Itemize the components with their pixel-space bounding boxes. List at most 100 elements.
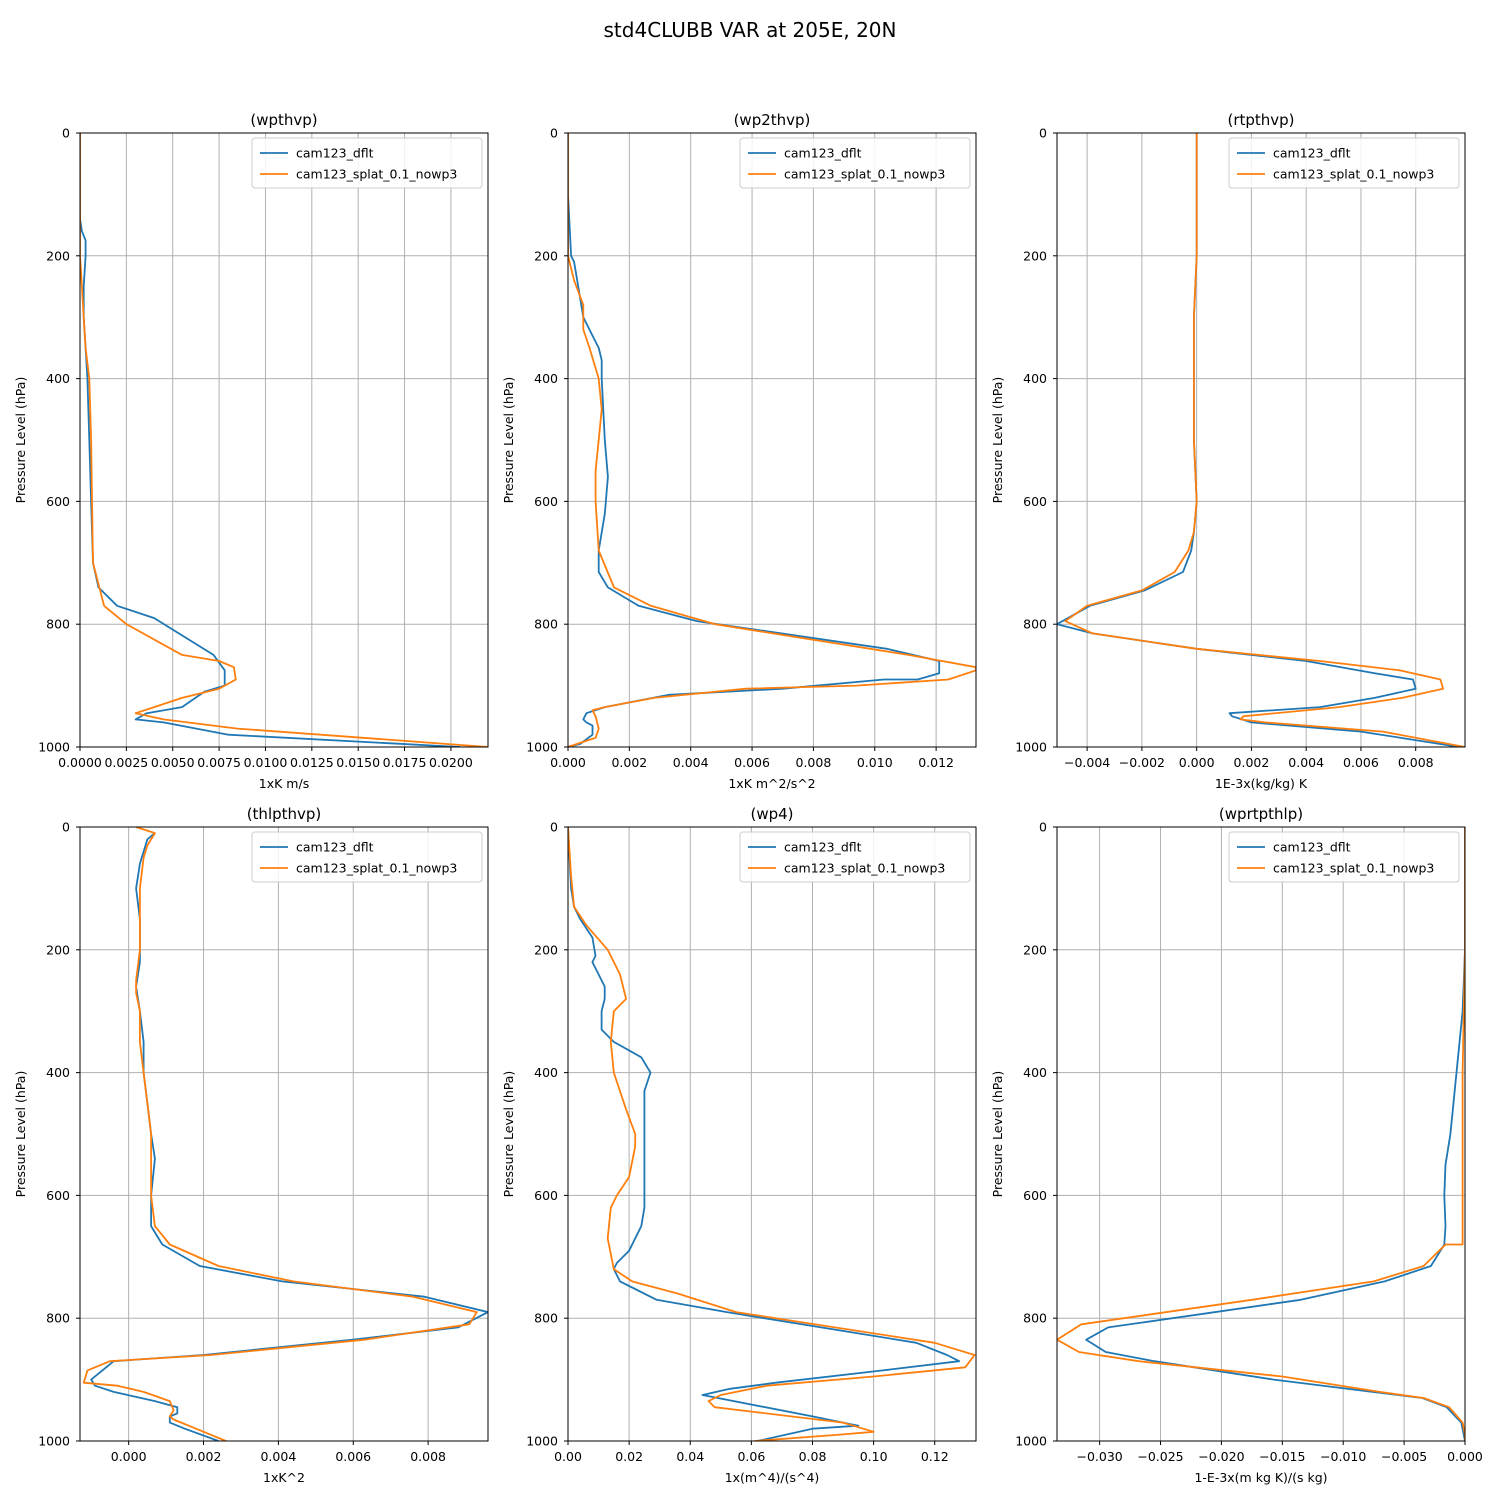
x-tick-label: −0.010 xyxy=(1320,1449,1366,1464)
axes-frame xyxy=(567,826,977,1442)
figure-suptitle: std4CLUBB VAR at 205E, 20N xyxy=(604,18,897,42)
axes-frame xyxy=(567,132,977,748)
series-line-1 xyxy=(568,827,961,1441)
x-axis-label: 1xK^2 xyxy=(263,1470,305,1485)
x-tick-label: 0.012 xyxy=(918,755,954,770)
series-line-2 xyxy=(568,133,976,747)
y-tick-label: 200 xyxy=(534,248,558,263)
x-tick-label: 0.000 xyxy=(550,755,586,770)
legend-label-1: cam123_dflt xyxy=(1273,146,1351,161)
x-tick-label: 0.02 xyxy=(615,1449,643,1464)
legend-label-1: cam123_dflt xyxy=(296,146,374,161)
legend-label-1: cam123_dflt xyxy=(784,840,862,855)
series-line-2 xyxy=(1064,133,1465,747)
y-tick-label: 0 xyxy=(550,820,558,835)
x-axis-label: 1xK m/s xyxy=(259,776,309,791)
y-axis-label: Pressure Level (hPa) xyxy=(990,1071,1005,1198)
x-tick-label: 0.006 xyxy=(335,1449,371,1464)
legend-label-2: cam123_splat_0.1_nowp3 xyxy=(784,861,945,876)
y-tick-label: 200 xyxy=(46,942,70,957)
x-tick-label: 0.006 xyxy=(1343,755,1379,770)
y-axis-label: Pressure Level (hPa) xyxy=(501,1071,516,1198)
legend-box xyxy=(739,831,971,883)
series-line-2 xyxy=(80,133,488,747)
y-tick-label: 200 xyxy=(46,248,70,263)
x-tick-label: 0.008 xyxy=(796,755,832,770)
y-tick-label: 400 xyxy=(46,371,70,386)
y-tick-label: 0 xyxy=(62,820,70,835)
x-tick-label: 0.0075 xyxy=(197,755,241,770)
y-tick-label: 0 xyxy=(550,126,558,141)
x-axis-label: 1E-3x(kg/kg) K xyxy=(1215,776,1308,791)
legend-label-1: cam123_dflt xyxy=(784,146,862,161)
y-tick-label: 400 xyxy=(1023,371,1047,386)
x-tick-label: 0.12 xyxy=(921,1449,949,1464)
x-tick-label: 0.0200 xyxy=(429,755,473,770)
axes-frame xyxy=(1056,826,1466,1442)
chart-panel-1: 0.0000 0.0025 0.0050 0.0075 0.0100 0.0125 0.01… xyxy=(13,111,489,791)
y-tick-label: 1000 xyxy=(1015,740,1047,755)
x-tick-label: 0.004 xyxy=(673,755,709,770)
axes-frame xyxy=(79,826,489,1442)
legend-box xyxy=(251,137,483,189)
y-axis-label: Pressure Level (hPa) xyxy=(13,377,28,504)
x-tick-label: 0.0175 xyxy=(383,755,427,770)
chart-panel-3: −0.004 −0.002 0.000 0.002 0.004 0.006 0.008 0 20… xyxy=(990,111,1466,791)
y-axis-label: Pressure Level (hPa) xyxy=(13,1071,28,1198)
chart-panel-4: 0.000 0.002 0.004 0.006 0.008 0 200 400 600 800 10… xyxy=(13,805,489,1485)
x-tick-label: 0.008 xyxy=(1398,755,1434,770)
x-tick-label: 0.006 xyxy=(734,755,770,770)
x-tick-label: 0.008 xyxy=(410,1449,446,1464)
y-tick-label: 800 xyxy=(1023,617,1047,632)
x-tick-label: −0.015 xyxy=(1259,1449,1305,1464)
y-axis-label: Pressure Level (hPa) xyxy=(990,377,1005,504)
x-tick-label: −0.025 xyxy=(1137,1449,1183,1464)
x-tick-label: 0.0050 xyxy=(151,755,195,770)
x-tick-label: −0.004 xyxy=(1064,755,1110,770)
x-tick-label: 0.0125 xyxy=(290,755,334,770)
chart-title: (wprtpthlp) xyxy=(1219,805,1303,823)
y-tick-label: 800 xyxy=(534,617,558,632)
axes-frame xyxy=(1056,132,1466,748)
x-tick-label: 0.002 xyxy=(611,755,647,770)
x-tick-label: 0.04 xyxy=(676,1449,704,1464)
y-tick-label: 0 xyxy=(1039,126,1047,141)
x-tick-label: −0.020 xyxy=(1198,1449,1244,1464)
x-tick-label: 0.0000 xyxy=(58,755,102,770)
chart-panel-6: −0.030 −0.025 −0.020 −0.015 −0.010 −0.005 0.00… xyxy=(990,805,1483,1485)
series-line-2 xyxy=(1057,827,1465,1441)
y-tick-label: 400 xyxy=(46,1065,70,1080)
y-tick-label: 400 xyxy=(1023,1065,1047,1080)
series-line-2 xyxy=(82,827,478,1441)
legend-box xyxy=(251,831,483,883)
x-axis-label: 1-E-3x(m kg K)/(s kg) xyxy=(1194,1470,1327,1485)
x-tick-label: 0.000 xyxy=(111,1449,147,1464)
chart-title: (wp2thvp) xyxy=(734,111,811,129)
legend: cam123_dflt cam123_splat_0.1_nowp3 xyxy=(251,831,483,883)
x-tick-label: 0.0150 xyxy=(336,755,380,770)
x-tick-label: 0.06 xyxy=(737,1449,765,1464)
legend: cam123_dflt cam123_splat_0.1_nowp3 xyxy=(1228,831,1460,883)
y-tick-label: 600 xyxy=(534,1188,558,1203)
y-tick-label: 600 xyxy=(1023,1188,1047,1203)
chart-title: (wp4) xyxy=(750,805,793,823)
y-tick-label: 1000 xyxy=(526,740,558,755)
x-tick-label: 0.004 xyxy=(1288,755,1324,770)
y-tick-label: 400 xyxy=(534,1065,558,1080)
x-tick-label: 0.000 xyxy=(1447,1449,1483,1464)
y-tick-label: 400 xyxy=(534,371,558,386)
x-tick-label: −0.030 xyxy=(1076,1449,1122,1464)
legend-box xyxy=(1228,137,1460,189)
x-tick-label: 0.10 xyxy=(860,1449,888,1464)
chart-title: (rtpthvp) xyxy=(1227,111,1294,129)
x-tick-label: 0.00 xyxy=(554,1449,582,1464)
x-tick-label: −0.002 xyxy=(1119,755,1165,770)
y-tick-label: 200 xyxy=(1023,942,1047,957)
chart-title: (thlpthvp) xyxy=(247,805,322,823)
legend-label-1: cam123_dflt xyxy=(296,840,374,855)
y-tick-label: 600 xyxy=(46,1188,70,1203)
x-tick-label: 0.0025 xyxy=(104,755,148,770)
x-tick-label: 0.000 xyxy=(1179,755,1215,770)
legend: cam123_dflt cam123_splat_0.1_nowp3 xyxy=(1228,137,1460,189)
